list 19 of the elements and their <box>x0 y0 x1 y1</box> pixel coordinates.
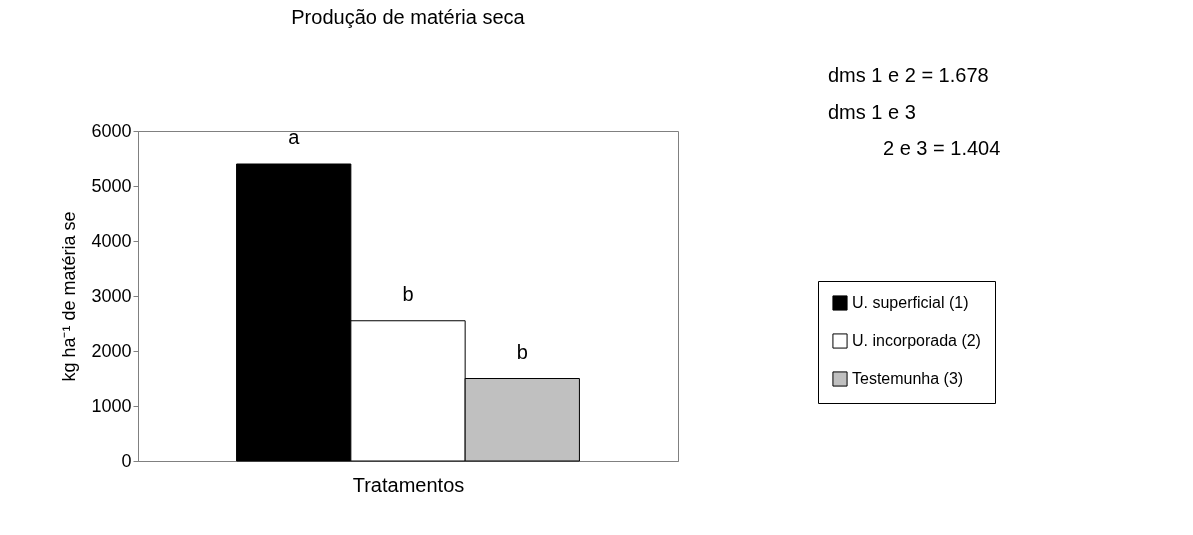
data-label: b <box>516 340 528 363</box>
text: dms 1 e 2 = 1.678 <box>828 64 989 86</box>
y-tick-label: 0 <box>121 450 132 471</box>
legend-label: Testemunha (3) <box>852 370 964 387</box>
y-tick-label: 1000 <box>91 395 132 416</box>
y-axis-title: kg ha⁻¹ de matéria se <box>59 211 80 382</box>
x-axis-title: Tratamentos <box>352 473 465 496</box>
text: 2 e 3 = 1.404 <box>883 137 1001 159</box>
legend-label: U. superficial (1) <box>852 294 969 311</box>
y-tick-label: 3000 <box>91 285 132 306</box>
data-label: b <box>402 282 414 305</box>
y-tick-label: 2000 <box>91 340 132 361</box>
data-label: a <box>288 126 301 148</box>
y-tick-label: 5000 <box>91 175 132 196</box>
legend-label: U. incorporada (2) <box>852 332 981 349</box>
y-tick-label: 4000 <box>91 230 132 251</box>
text: dms 1 e 3 <box>828 101 916 123</box>
y-tick-label: 6000 <box>91 120 132 141</box>
chart-title: Produção de matéria seca <box>291 6 526 28</box>
